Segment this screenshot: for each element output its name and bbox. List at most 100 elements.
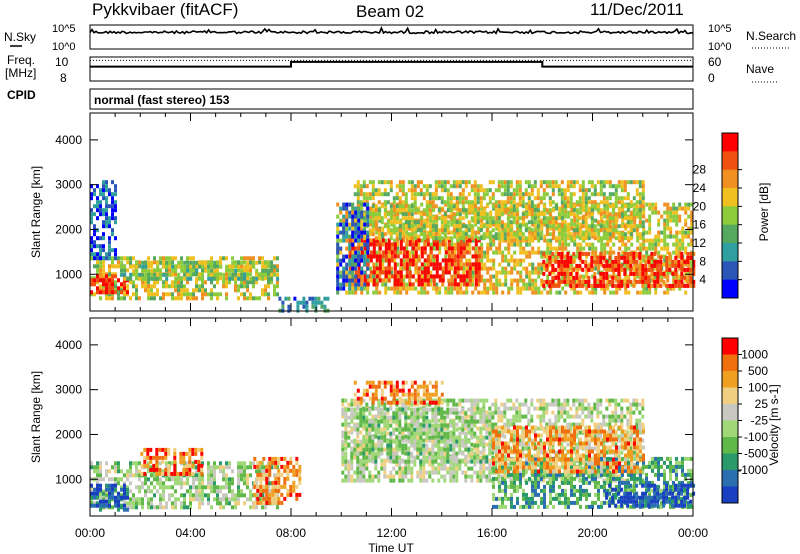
heatmap-cell <box>273 284 276 288</box>
heatmap-cell <box>195 277 198 281</box>
heatmap-cell <box>519 188 522 192</box>
heatmap-cell <box>159 501 162 505</box>
heatmap-cell <box>225 493 228 497</box>
heatmap-cell <box>144 489 147 493</box>
heatmap-cell <box>141 284 144 288</box>
heatmap-cell <box>647 268 650 272</box>
heatmap-cell <box>438 184 441 188</box>
heatmap-cell <box>686 284 689 288</box>
heatmap-cell <box>277 469 280 473</box>
heatmap-cell <box>549 239 552 243</box>
heatmap-cell <box>660 247 663 251</box>
heatmap-cell <box>390 236 393 240</box>
heatmap-cell <box>442 270 445 274</box>
heatmap-cell <box>246 268 249 272</box>
heatmap-cell <box>302 305 305 309</box>
heatmap-cell <box>444 291 447 295</box>
heatmap-cell <box>570 232 573 236</box>
heatmap-cell <box>561 243 564 247</box>
heatmap-cell <box>252 284 255 288</box>
heatmap-cell <box>277 489 280 493</box>
heatmap-cell <box>164 448 167 452</box>
heatmap-cell <box>129 461 132 465</box>
heatmap-cell <box>433 254 436 258</box>
heatmap-cell <box>216 501 219 505</box>
heatmap-cell <box>554 260 557 264</box>
heatmap-cell <box>105 256 108 260</box>
heatmap-cell <box>572 284 575 288</box>
heatmap-cell <box>117 465 120 469</box>
heatmap-cell <box>435 236 438 240</box>
heatmap-cell <box>463 250 466 254</box>
heatmap-cell <box>135 292 138 296</box>
heatmap-cell <box>286 469 289 473</box>
heatmap-cell <box>102 278 105 282</box>
heatmap-cell <box>621 232 624 236</box>
heatmap-cell <box>156 261 159 265</box>
heatmap-cell <box>620 256 623 260</box>
heatmap-cell <box>447 215 450 219</box>
heatmap-cell <box>591 224 594 228</box>
heatmap-cell <box>237 296 240 300</box>
heatmap-cell <box>450 208 453 212</box>
heatmap-cell <box>430 246 433 250</box>
heatmap-cell <box>531 216 534 220</box>
heatmap-cell <box>351 219 354 223</box>
heatmap-cell <box>519 200 522 204</box>
heatmap-cell <box>498 204 501 208</box>
heatmap-cell <box>351 227 354 231</box>
noise-right-tick-top: 10^5 <box>708 23 732 35</box>
heatmap-cell <box>192 261 195 265</box>
heatmap-cell <box>345 235 348 239</box>
heatmap-cell <box>486 212 489 216</box>
heatmap-cell <box>557 280 560 284</box>
heatmap-cell <box>276 256 279 260</box>
heatmap-cell <box>621 184 624 188</box>
heatmap-cell <box>621 188 624 192</box>
heatmap-cell <box>510 200 513 204</box>
heatmap-cell <box>129 256 132 260</box>
heatmap-cell <box>99 268 102 272</box>
heatmap-cell <box>675 223 678 227</box>
heatmap-cell <box>108 204 111 208</box>
heatmap-cell <box>123 484 126 488</box>
heatmap-cell <box>357 239 360 243</box>
heatmap-cell <box>448 254 451 258</box>
heatmap-cell <box>414 196 417 200</box>
heatmap-cell <box>633 208 636 212</box>
heatmap-cell <box>564 220 567 224</box>
heatmap-cell <box>345 275 348 279</box>
heatmap-cell <box>564 204 567 208</box>
heatmap-cell <box>465 236 468 240</box>
heatmap-cell <box>480 243 483 247</box>
heatmap-cell <box>222 485 225 489</box>
heatmap-cell <box>360 259 363 263</box>
heatmap-cell <box>624 291 627 295</box>
heatmap-cell <box>234 277 237 281</box>
heatmap-cell <box>171 269 174 273</box>
heatmap-cell <box>623 256 626 260</box>
heatmap-cell <box>375 236 378 240</box>
heatmap-cell <box>339 207 342 211</box>
heatmap-cell <box>483 188 486 192</box>
heatmap-cell <box>605 268 608 272</box>
heatmap-cell <box>400 258 403 262</box>
heatmap-cell <box>198 477 201 481</box>
heatmap-cell <box>394 242 397 246</box>
heatmap-cell <box>141 268 144 272</box>
colorbar-swatch <box>722 170 738 189</box>
heatmap-cell <box>411 184 414 188</box>
freq-label-line2: [MHz] <box>5 66 36 80</box>
heatmap-cell <box>305 305 308 309</box>
heatmap-cell <box>252 296 255 300</box>
heatmap-cell <box>609 228 612 232</box>
heatmap-cell <box>641 280 644 284</box>
heatmap-cell <box>596 256 599 260</box>
heatmap-cell <box>114 204 117 208</box>
heatmap-cell <box>210 288 213 292</box>
heatmap-cell <box>501 212 504 216</box>
heatmap-cell <box>96 196 99 200</box>
heatmap-cell <box>143 448 146 452</box>
heatmap-cell <box>152 464 155 468</box>
heatmap-cell <box>108 188 111 192</box>
